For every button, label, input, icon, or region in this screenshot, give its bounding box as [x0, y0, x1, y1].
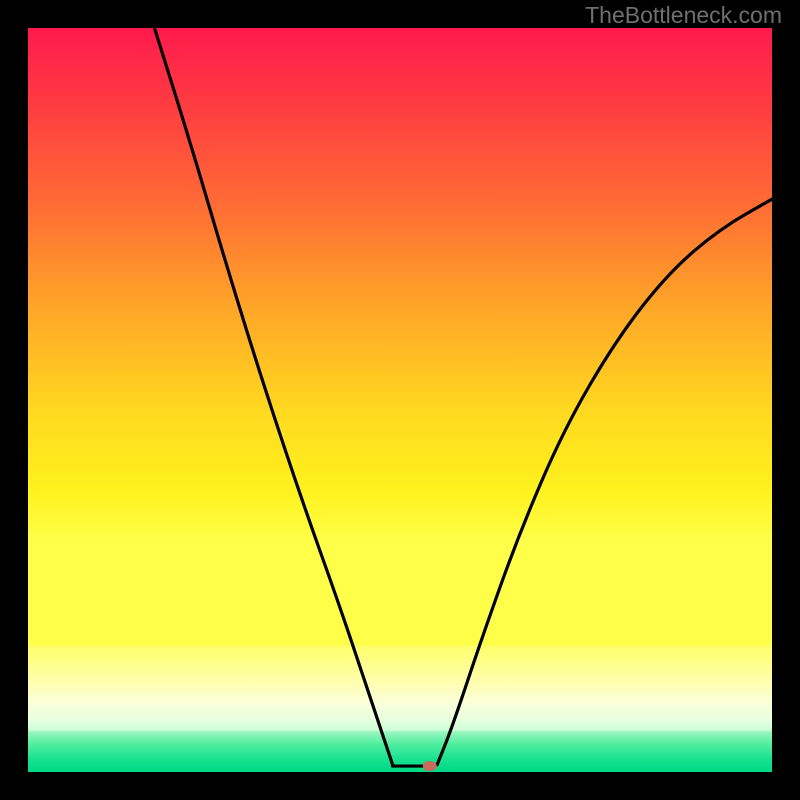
- plot-area: [28, 28, 772, 772]
- watermark-text: TheBottleneck.com: [585, 2, 782, 29]
- bg-pale-band: [28, 646, 772, 733]
- bottleneck-chart: [0, 0, 800, 800]
- bg-main-gradient: [28, 28, 772, 647]
- chart-frame: TheBottleneck.com: [0, 0, 800, 800]
- optimum-marker: [423, 761, 437, 771]
